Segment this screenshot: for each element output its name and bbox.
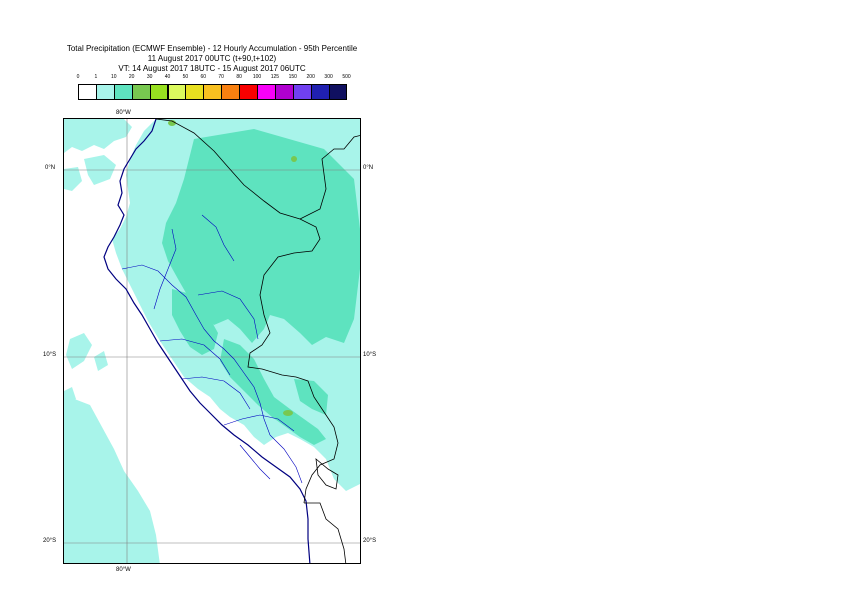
map-run-time: 11 August 2017 00UTC (t+90,t+102) [147,54,277,63]
legend-label: 0 [76,74,80,80]
legend-label: 60 [200,74,207,80]
coastline [103,119,311,563]
legend-label: 300 [324,74,333,80]
map-canvas [64,119,360,563]
legend-label: 150 [288,74,297,80]
legend-label: 1 [94,74,98,80]
legend-label: 500 [342,74,351,80]
legend-label: 125 [270,74,280,80]
lon-label-top-outer: 80°W [116,110,131,116]
legend-label: 70 [218,74,224,80]
ocean-precip [64,119,160,563]
lat-0-left: 0°N [45,165,56,171]
legend-color-box [221,84,241,100]
legend-label: 50 [182,74,189,80]
legend-label: 200 [306,74,315,80]
country-borders [155,119,360,563]
map-panel: 80°W [63,118,361,564]
legend-color-box [131,84,151,100]
legend-color-box [292,84,312,100]
legend-color-box [149,84,169,100]
legend-label: 100 [252,74,262,80]
lat-10-left: 10°S [43,352,57,358]
map-valid-time: VT: 14 August 2017 18UTC - 15 August 201… [118,64,306,73]
graticule [64,119,360,563]
lat-0-right: 0°N [363,165,374,171]
legend-label: 80 [236,74,242,80]
lat-20-left: 20°S [43,538,57,544]
lon-label-bottom: 80°W [116,567,131,573]
legend-color-box [167,84,187,100]
precipitation-legend: 0 1 10 20 30 40 50 60 70 80 100 125 150 200 300 500 [76,74,351,104]
map-title: Total Precipitation (ECMWF Ensemble) - 1… [66,44,358,53]
legend-color-box [95,84,115,100]
legend-color-box [310,84,330,100]
lat-10-right: 10°S [363,352,377,358]
legend-color-box [203,84,223,100]
precip-green-spots [168,120,297,416]
legend-label: 30 [146,74,153,80]
legend-color-box [113,84,133,100]
legend-color-box [257,84,276,100]
legend-label: 10 [111,74,117,80]
legend-label: 40 [164,74,171,80]
land-precip-teal [162,129,360,445]
legend-color-box [239,84,258,100]
legend-color-box [185,84,205,100]
legend-color-box [328,84,348,100]
department-borders [121,214,303,484]
lat-20-right: 20°S [363,538,377,544]
legend-color-box [78,84,97,100]
legend-label: 20 [128,74,135,80]
legend-color-box [274,84,294,100]
